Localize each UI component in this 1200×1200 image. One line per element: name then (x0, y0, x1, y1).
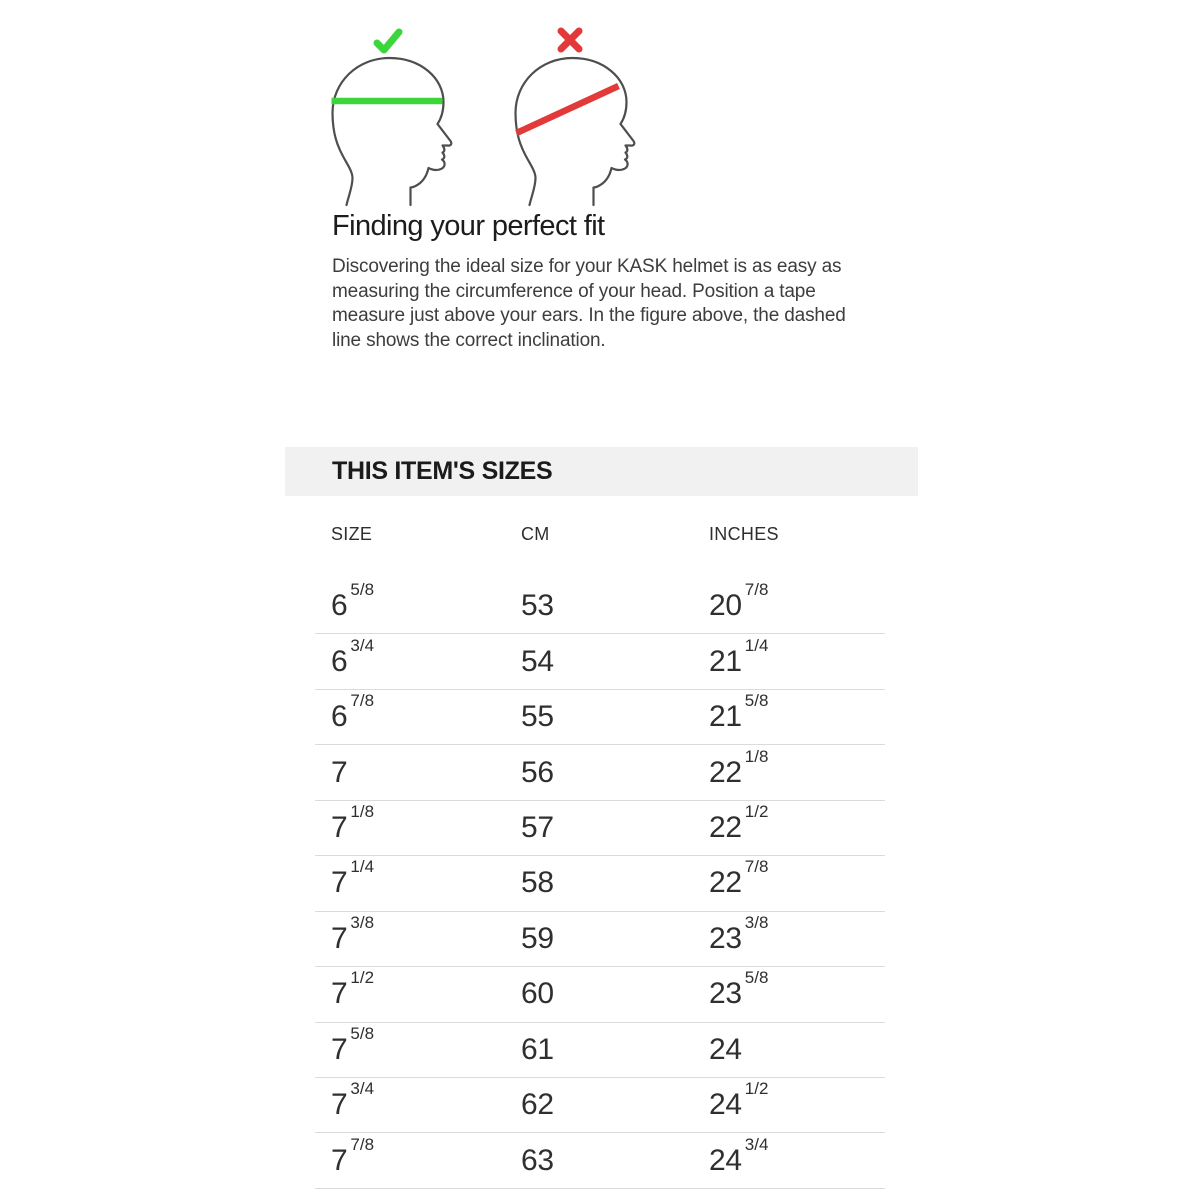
inches-cell: 21 5/8 (709, 691, 769, 734)
size-cell: 7 1/4 (331, 857, 375, 900)
cm-cell: 63 (521, 1143, 554, 1177)
head-outline (331, 56, 453, 207)
inches-cell: 23 5/8 (709, 968, 769, 1011)
inches-fraction: 3/4 (744, 1134, 769, 1154)
inches-fraction: 1/2 (744, 1079, 769, 1099)
check-icon (373, 28, 403, 54)
table-row: 7 3/4 62 24 1/2 (315, 1078, 885, 1134)
inches-fraction: 7/8 (744, 580, 769, 600)
table-row: 6 7/8 55 21 5/8 (315, 690, 885, 746)
cm-cell: 62 (521, 1088, 554, 1122)
cm-cell: 58 (521, 866, 554, 900)
inches-fraction: 1/4 (744, 635, 769, 655)
size-cell: 7 1/8 (331, 801, 375, 844)
x-icon (557, 27, 583, 53)
inches-cell: 21 1/4 (709, 635, 769, 678)
cm-cell: 55 (521, 700, 554, 734)
inches-cell: 20 7/8 (709, 580, 769, 623)
column-header-cm: CM (521, 523, 550, 544)
inches-cell: 24 3/4 (709, 1134, 769, 1177)
cm-cell: 60 (521, 977, 554, 1011)
table-row: 6 3/4 54 21 1/4 (315, 634, 885, 690)
size-fraction: 5/8 (350, 580, 375, 600)
table-column-headers: SIZE CM INCHES (315, 521, 885, 547)
size-cell: 7 3/8 (331, 912, 375, 955)
size-fraction: 7/8 (350, 1134, 375, 1154)
size-cell: 7 7/8 (331, 1134, 375, 1177)
incorrect-measure-line (515, 83, 620, 136)
inches-cell: 24 1/2 (709, 1079, 769, 1122)
size-table: 6 5/8 53 20 7/8 6 3/4 54 21 1/4 6 7/8 55 21 5/… (315, 579, 885, 1189)
inches-cell: 24 (709, 1032, 742, 1066)
inches-fraction: 7/8 (744, 857, 769, 877)
head-profile-incorrect-illustration (514, 27, 636, 207)
size-fraction: 1/4 (350, 857, 375, 877)
table-row: 7 7/8 63 24 3/4 (315, 1133, 885, 1189)
sizes-section-header: THIS ITEM'S SIZES (285, 447, 918, 496)
inches-fraction: 3/8 (744, 912, 769, 932)
size-cell: 7 5/8 (331, 1023, 375, 1066)
cm-cell: 56 (521, 755, 554, 789)
inches-fraction: 5/8 (744, 691, 769, 711)
inches-cell: 23 3/8 (709, 912, 769, 955)
table-row: 7 1/2 60 23 5/8 (315, 967, 885, 1023)
table-row: 7 1/8 57 22 1/2 (315, 801, 885, 857)
size-cell: 6 5/8 (331, 580, 375, 623)
inches-fraction: 1/2 (744, 801, 769, 821)
table-row: 7 1/4 58 22 7/8 (315, 856, 885, 912)
size-fraction: 3/4 (350, 1079, 375, 1099)
size-fraction: 5/8 (350, 1023, 375, 1043)
size-cell: 6 7/8 (331, 691, 375, 734)
inches-fraction: 5/8 (744, 968, 769, 988)
cm-cell: 57 (521, 810, 554, 844)
size-fraction: 3/4 (350, 635, 375, 655)
size-fraction: 3/8 (350, 912, 375, 932)
head-outline (514, 56, 636, 207)
column-header-size: SIZE (331, 523, 373, 544)
size-cell: 7 3/4 (331, 1079, 375, 1122)
size-cell: 7 (331, 755, 348, 789)
inches-fraction: 1/8 (744, 746, 769, 766)
size-fraction: 1/2 (350, 968, 375, 988)
size-fraction: 7/8 (350, 691, 375, 711)
size-cell: 6 3/4 (331, 635, 375, 678)
table-row: 7 3/8 59 23 3/8 (315, 912, 885, 968)
table-row: 7 56 22 1/8 (315, 745, 885, 801)
sizes-section-title: THIS ITEM'S SIZES (332, 457, 553, 485)
inches-cell: 22 1/8 (709, 746, 769, 789)
cm-cell: 54 (521, 644, 554, 678)
fit-guide-description: Discovering the ideal size for your KASK… (332, 256, 846, 351)
table-row: 7 5/8 61 24 (315, 1023, 885, 1078)
cm-cell: 53 (521, 589, 554, 623)
cm-cell: 61 (521, 1032, 554, 1066)
inches-cell: 22 7/8 (709, 857, 769, 900)
fit-guide-title: Finding your perfect fit (332, 210, 605, 242)
cm-cell: 59 (521, 921, 554, 955)
inches-cell: 22 1/2 (709, 801, 769, 844)
table-row: 6 5/8 53 20 7/8 (315, 579, 885, 635)
head-profile-correct-illustration (331, 28, 453, 207)
size-fraction: 1/8 (350, 801, 375, 821)
column-header-inches: INCHES (709, 523, 779, 544)
size-cell: 7 1/2 (331, 968, 375, 1011)
